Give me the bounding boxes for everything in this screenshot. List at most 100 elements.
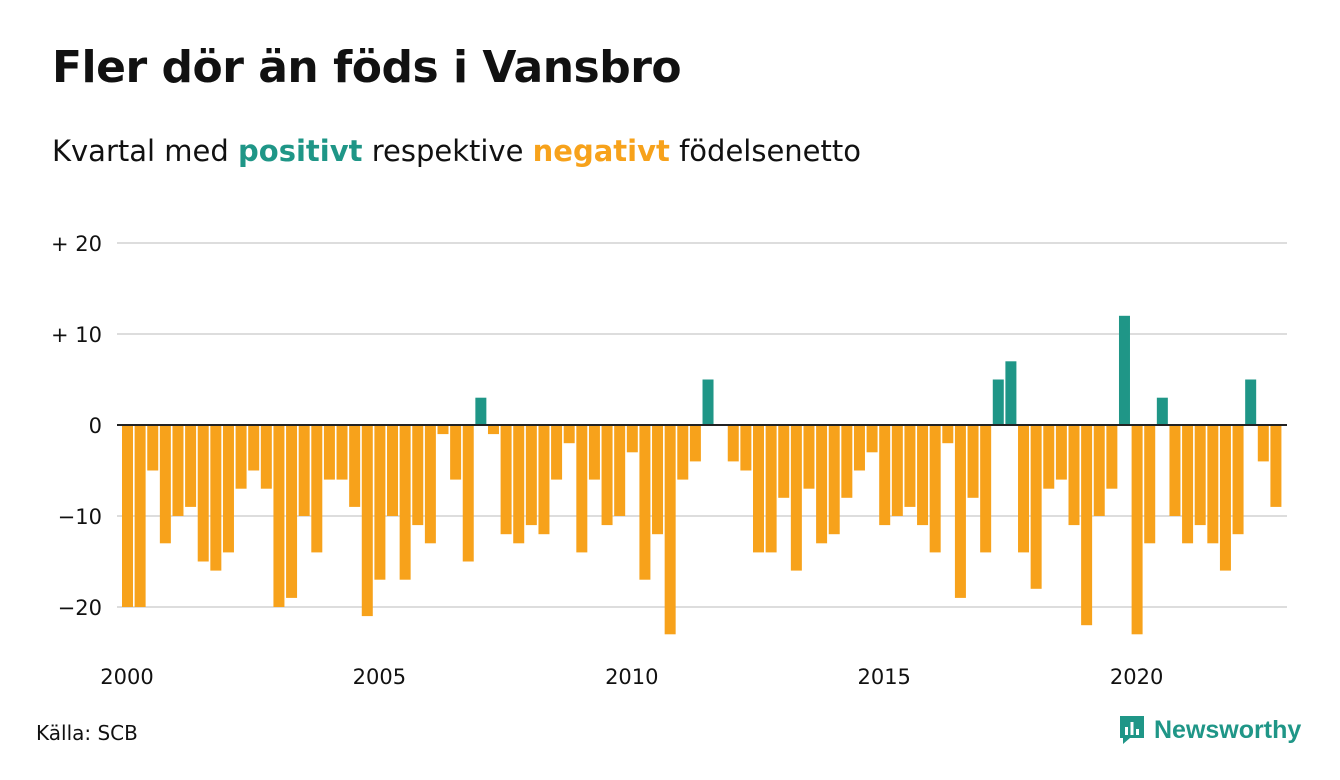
bar [298,425,310,516]
brand-logo: Newsworthy [1118,714,1301,746]
bar [500,425,512,535]
bar [1093,425,1105,516]
bar [954,425,966,598]
bar [626,425,638,453]
bar [1257,425,1269,462]
bar [563,425,575,444]
x-tick-label: 2010 [605,665,658,689]
bar [1081,425,1093,626]
y-tick-label: + 20 [51,232,102,256]
bar [450,425,462,480]
bar [1018,425,1030,553]
brand-name: Newsworthy [1154,715,1302,744]
bar [248,425,260,471]
bar [740,425,752,471]
bar [1005,361,1017,425]
bar [967,425,979,498]
bar [1144,425,1156,544]
bar [336,425,348,480]
bar [361,425,373,617]
bar [147,425,159,471]
bar [323,425,335,480]
bar [387,425,399,516]
bar [235,425,247,489]
bar [1055,425,1067,480]
subtitle-middle: respektive [371,134,524,168]
x-tick-label: 2005 [353,665,406,689]
bar [1207,425,1219,544]
bar [462,425,474,562]
bar [778,425,790,498]
bar [576,425,588,553]
bar [727,425,739,462]
bar [1043,425,1055,489]
bar [866,425,878,453]
bar [1270,425,1282,507]
bar [185,425,197,507]
bar [1030,425,1042,589]
bar [260,425,272,489]
bar [222,425,234,553]
bar [399,425,411,580]
bar [122,425,133,607]
bar [601,425,613,526]
newsworthy-logo-icon [1120,716,1144,744]
bar [551,425,563,480]
bar [197,425,209,562]
bar [349,425,361,507]
bar [588,425,600,480]
bar [803,425,815,489]
subtitle-positive: positivt [238,134,363,168]
bar [273,425,285,607]
x-tick-label: 2015 [857,665,910,689]
bar-chart: + 20 + 10 0 −10 −20 2000 2005 2010 2015 2020 [51,232,1287,689]
bar [210,425,222,571]
subtitle-negative: negativt [532,134,670,168]
y-tick-label: −10 [58,505,102,529]
bar [1219,425,1231,571]
bar [841,425,853,498]
bar [513,425,525,544]
subtitle-suffix: födelsenetto [679,134,861,168]
bar [475,397,487,425]
bar [1118,315,1130,425]
bar [1194,425,1206,526]
bar [891,425,903,516]
bar [677,425,689,480]
bar [286,425,298,598]
bar [1245,379,1257,425]
bar [917,425,929,526]
bar [816,425,828,544]
bar [942,425,954,444]
bar [689,425,701,462]
y-tick-label: −20 [58,596,102,620]
bar [790,425,802,571]
bar [525,425,537,526]
bar [980,425,992,553]
bar [1068,425,1080,526]
bar [639,425,651,580]
bar [1156,397,1168,425]
subtitle-prefix: Kvartal med [52,134,229,168]
bar [437,425,449,435]
bar [1232,425,1244,535]
bar [929,425,941,553]
bar [904,425,916,507]
bar [1169,425,1181,516]
x-tick-label: 2000 [100,665,153,689]
bar [702,379,714,425]
bar [652,425,664,535]
bar [412,425,424,526]
bar [614,425,626,516]
chart-title: Fler dör än föds i Vansbro [52,42,682,93]
bar [853,425,865,471]
bar [664,425,676,635]
bar [828,425,840,535]
bar [424,425,436,544]
x-tick-label: 2020 [1110,665,1163,689]
bar [311,425,323,553]
bar [134,425,146,607]
bar [1106,425,1118,489]
bar [538,425,550,535]
y-tick-label: 0 [89,414,102,438]
